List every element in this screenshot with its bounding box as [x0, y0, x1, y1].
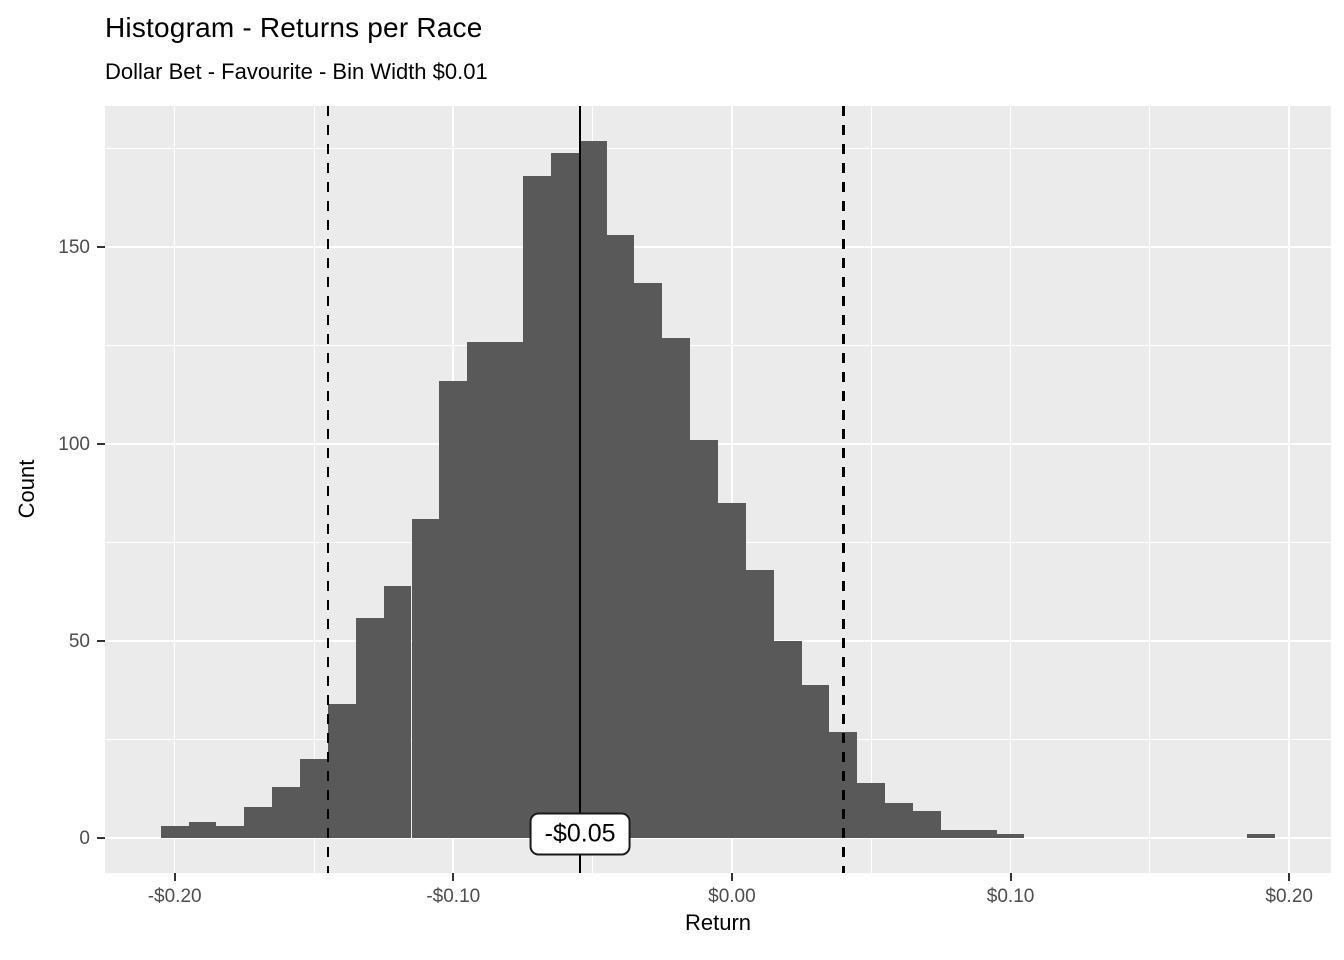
x-axis-tick — [1009, 873, 1012, 881]
histogram-bar — [634, 282, 663, 839]
histogram-bar — [968, 830, 997, 839]
x-axis-tick — [1288, 873, 1291, 881]
chart-title: Histogram - Returns per Race — [105, 12, 483, 43]
x-minor-gridline — [313, 106, 315, 873]
y-axis-tick — [97, 443, 105, 446]
y-axis-tick — [97, 837, 105, 840]
histogram-bar — [272, 786, 301, 839]
y-minor-gridline — [105, 345, 1331, 347]
x-tick-label: -$0.10 — [426, 886, 481, 907]
x-axis-tick — [173, 873, 176, 881]
histogram-bar — [411, 519, 440, 839]
histogram-bar — [327, 704, 356, 839]
y-minor-gridline — [105, 148, 1331, 150]
histogram-bar — [160, 826, 189, 839]
histogram-bar — [216, 826, 245, 839]
dashed-reference-line — [326, 106, 330, 873]
histogram-bar — [606, 235, 635, 839]
y-axis-tick — [97, 246, 105, 249]
histogram-bar — [467, 341, 496, 839]
histogram-bar — [1247, 834, 1276, 839]
histogram-bar — [244, 806, 273, 839]
histogram-bar — [300, 759, 328, 839]
x-axis-tick — [730, 873, 733, 881]
y-tick-label: 0 — [79, 828, 90, 850]
x-major-gridline — [173, 106, 176, 873]
x-tick-label: $0.20 — [1265, 886, 1313, 907]
histogram-bar — [355, 617, 384, 839]
histogram-bar — [578, 140, 607, 839]
x-major-gridline — [731, 106, 733, 873]
x-major-gridline — [1288, 106, 1291, 873]
x-minor-gridline — [1149, 106, 1151, 873]
y-tick-label: 50 — [68, 631, 90, 653]
histogram-bar — [913, 810, 941, 839]
histogram-bar — [690, 440, 718, 839]
mean-reference-line — [578, 106, 582, 873]
histogram-bar — [383, 586, 412, 839]
histogram-bar — [495, 341, 523, 839]
plot-panel: -$0.05 — [105, 106, 1331, 873]
y-axis-tick — [97, 640, 105, 643]
x-tick-label: $0.00 — [708, 886, 756, 907]
y-major-gridline — [105, 837, 1331, 839]
histogram-bar — [801, 684, 830, 839]
x-axis-title: Return — [684, 910, 752, 935]
x-axis-tick — [452, 873, 455, 881]
histogram-bar — [996, 834, 1025, 839]
y-major-gridline — [105, 246, 1331, 249]
histogram-bar — [773, 641, 802, 839]
x-tick-label: -$0.20 — [147, 886, 202, 907]
histogram-bar — [188, 822, 217, 839]
histogram-bar — [439, 381, 468, 839]
y-axis-title: Count — [14, 459, 39, 519]
histogram-bar — [885, 802, 914, 839]
histogram-bar — [940, 830, 969, 839]
x-major-gridline — [1009, 106, 1012, 873]
x-minor-gridline — [870, 106, 872, 873]
histogram-bar — [522, 176, 551, 839]
dashed-reference-line — [842, 106, 845, 873]
histogram-bar — [718, 503, 746, 839]
histogram-bar — [857, 782, 886, 839]
x-tick-label: $0.10 — [986, 886, 1035, 907]
y-tick-label: 100 — [58, 434, 90, 456]
chart-subtitle: Dollar Bet - Favourite - Bin Width $0.01 — [105, 59, 488, 84]
mean-line-label: -$0.05 — [529, 812, 631, 856]
histogram-bar — [662, 337, 691, 839]
y-tick-label: 150 — [58, 237, 90, 259]
y-major-gridline — [105, 443, 1331, 446]
histogram-bar — [745, 570, 774, 839]
histogram-bar — [550, 152, 579, 839]
